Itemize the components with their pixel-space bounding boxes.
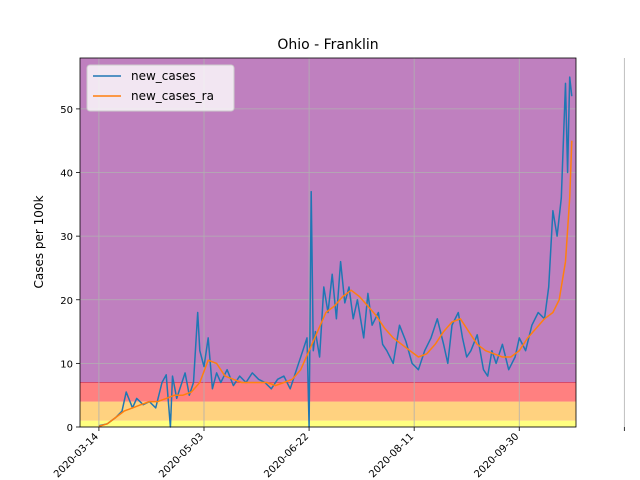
legend-box: [86, 64, 235, 112]
risk-band-2: [80, 382, 576, 402]
risk-band-3: [80, 58, 576, 383]
y-tick-label: 30: [60, 232, 73, 243]
legend-label-new_cases: new_cases: [131, 69, 196, 83]
x-tick-label: 2020-09-30: [472, 431, 521, 480]
y-axis-label: Cases per 100k: [32, 195, 46, 288]
x-tick-label: 2020-03-14: [52, 431, 101, 480]
y-tick-label: 0: [67, 423, 73, 434]
x-tick-label: 2020-08-11: [367, 431, 416, 480]
y-tick-label: 20: [60, 296, 73, 307]
risk-band-1: [80, 401, 576, 421]
x-tick-label: 2020-06-22: [262, 431, 311, 480]
legend: new_cases new_cases_ra: [86, 64, 235, 112]
x-tick-label: 2020-05-03: [157, 431, 206, 480]
series-line-new_cases: [98, 76, 573, 428]
plot-area: 2020-03-14 2020-05-03 2020-06-22 2020-08-11…: [52, 57, 625, 480]
legend-label-new_cases_ra: new_cases_ra: [131, 89, 214, 103]
risk-band-0: [80, 420, 576, 427]
series-line-new_cases_ra: [98, 140, 573, 428]
chart-title: Ohio - Franklin: [277, 37, 378, 53]
axes-frame: [79, 57, 577, 428]
y-tick-label: 50: [60, 105, 73, 116]
y-tick-label: 10: [60, 359, 73, 370]
y-tick-label: 40: [60, 169, 73, 180]
